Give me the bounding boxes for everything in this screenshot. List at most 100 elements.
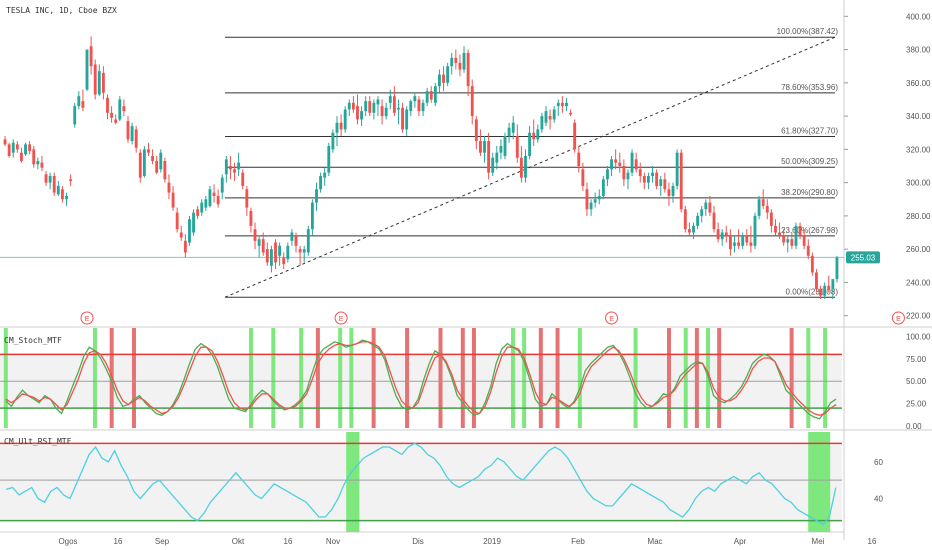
stoch-red-bar xyxy=(789,328,794,428)
candle-body xyxy=(134,129,138,148)
candle-body xyxy=(101,72,105,93)
candle-body xyxy=(626,172,630,180)
candle-body xyxy=(380,106,384,117)
candle-body xyxy=(786,239,790,243)
candle-body xyxy=(458,62,462,70)
candle-body xyxy=(425,91,429,103)
candle-body xyxy=(163,161,167,180)
time-tick-label: 2019 xyxy=(483,537,501,546)
candle-body xyxy=(700,209,704,216)
candle-body xyxy=(577,152,581,166)
candle-body xyxy=(720,232,724,240)
candle-body xyxy=(188,219,191,243)
rsi-tick-label: 60 xyxy=(874,458,883,467)
candle-body xyxy=(593,199,597,203)
candle-body xyxy=(122,106,126,112)
stoch-tick-label: 75.00 xyxy=(906,355,927,364)
candle-body xyxy=(196,209,200,216)
candle-body xyxy=(212,192,216,196)
stoch-green-bar xyxy=(806,328,811,428)
candle-body xyxy=(827,285,831,290)
candle-body xyxy=(692,225,695,233)
candle-body xyxy=(155,161,159,173)
candle-body xyxy=(159,152,163,170)
candle-body xyxy=(319,175,323,190)
candle-body xyxy=(774,225,777,233)
candle-body xyxy=(179,232,183,238)
candle-body xyxy=(56,185,60,195)
candle-body xyxy=(487,141,491,173)
time-tick-label: Mac xyxy=(647,537,662,546)
candle-body xyxy=(724,232,728,236)
candle-body xyxy=(114,119,118,123)
stoch-green-bar xyxy=(522,328,527,428)
candle-body xyxy=(630,152,634,173)
candle-body xyxy=(60,189,64,200)
stoch-green-bar xyxy=(299,328,304,428)
stoch-red-bar xyxy=(371,328,376,428)
candle-body xyxy=(77,96,81,107)
earnings-marker-label: E xyxy=(339,316,344,323)
price-tick-label: 240.00 xyxy=(906,278,931,287)
stoch-red-bar xyxy=(405,328,410,428)
candle-body xyxy=(438,74,441,87)
candle-body xyxy=(499,146,503,153)
candle-body xyxy=(450,57,454,67)
candle-body xyxy=(474,119,478,142)
stoch-red-bar xyxy=(438,328,443,428)
candle-body xyxy=(716,229,720,240)
candle-body xyxy=(659,179,663,186)
rsi-line xyxy=(6,442,837,526)
candle-body xyxy=(638,169,642,176)
candle-body xyxy=(585,189,589,210)
candle-body xyxy=(507,127,511,137)
stoch-red-bar xyxy=(538,328,543,428)
candle-body xyxy=(831,279,835,290)
candle-body xyxy=(351,102,355,110)
time-tick-label: Okt xyxy=(232,537,245,546)
time-tick-label: Sep xyxy=(155,537,170,546)
candle-body xyxy=(73,106,77,125)
price-tick-label: 220.00 xyxy=(906,312,931,321)
candle-body xyxy=(761,199,765,206)
candle-body xyxy=(442,74,445,83)
candle-body xyxy=(409,101,413,112)
candle-body xyxy=(315,189,318,203)
candle-body xyxy=(274,242,277,263)
candle-body xyxy=(589,202,593,210)
candle-body xyxy=(696,215,700,226)
stoch-red-bar xyxy=(555,328,560,428)
candle-body xyxy=(462,52,466,70)
candle-body xyxy=(532,132,536,140)
candle-body xyxy=(548,116,552,120)
stoch-panel-label: CM_Stoch_MTF xyxy=(4,336,62,345)
candle-body xyxy=(397,107,400,110)
candle-body xyxy=(24,144,27,155)
candle-body xyxy=(331,132,335,150)
candle-body xyxy=(261,239,265,253)
candle-body xyxy=(3,139,7,145)
price-tick-label: 260.00 xyxy=(906,245,931,254)
candle-body xyxy=(446,66,450,83)
candle-body xyxy=(671,185,675,196)
candle-body xyxy=(327,146,331,173)
price-tick-label: 400.00 xyxy=(906,12,931,21)
candle-body xyxy=(401,107,404,130)
candle-body xyxy=(524,156,527,178)
candle-body xyxy=(778,232,782,236)
candle-body xyxy=(728,235,732,250)
candle-body xyxy=(806,245,810,256)
stoch-red-bar xyxy=(109,328,114,428)
candle-body xyxy=(429,91,433,100)
earnings-marker xyxy=(891,311,905,325)
earnings-marker xyxy=(80,311,94,325)
stoch-green-bar xyxy=(249,328,254,428)
stoch-k-line xyxy=(5,339,837,420)
candle-body xyxy=(208,189,212,206)
candle-body xyxy=(519,157,523,178)
candle-body xyxy=(798,225,802,236)
candle-body xyxy=(556,102,560,107)
candle-body xyxy=(32,149,36,165)
candle-body xyxy=(20,152,23,162)
